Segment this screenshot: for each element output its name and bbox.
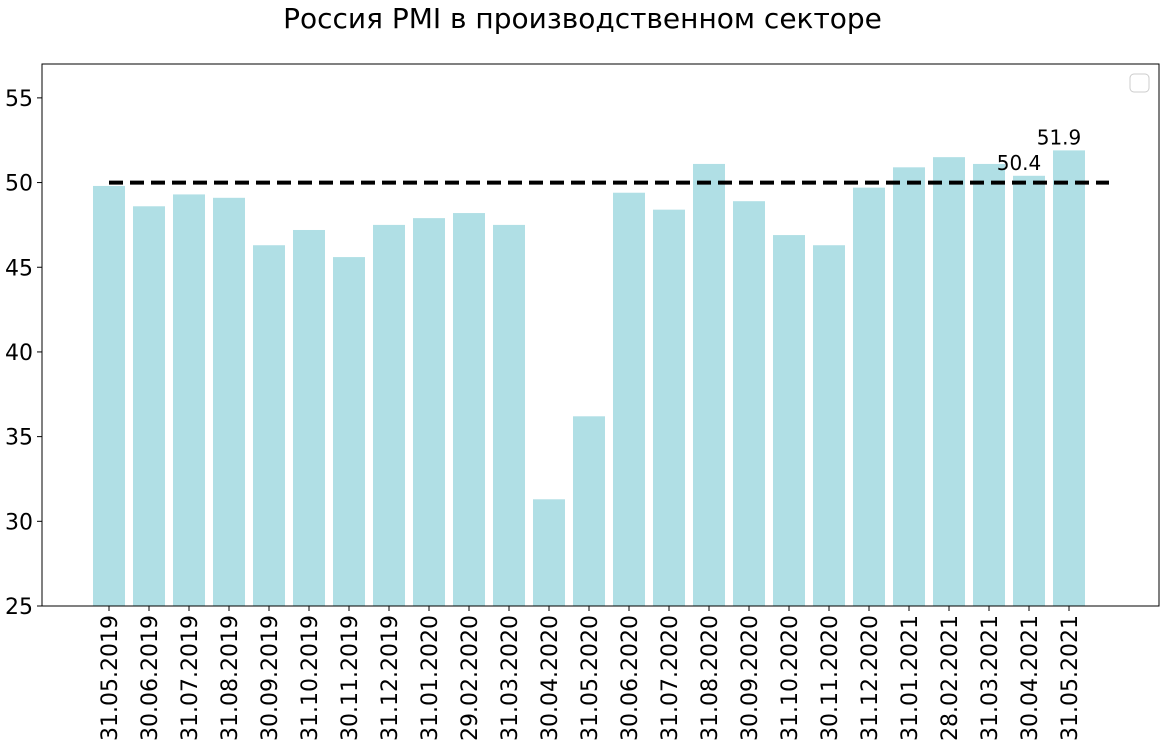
y-tick-label: 40	[5, 341, 33, 366]
x-tick-label: 31.03.2021	[978, 615, 1003, 741]
bar-31.01.2021	[893, 167, 925, 606]
bar-31.01.2020	[413, 218, 445, 606]
y-tick-label: 35	[5, 426, 33, 451]
bar-31.03.2020	[493, 224, 525, 606]
bar-31.08.2020	[693, 163, 725, 606]
x-tick-label: 30.06.2020	[618, 615, 643, 741]
x-tick-label: 31.05.2021	[1058, 615, 1083, 741]
y-axis: 25 30 35 40 45 50 55	[5, 87, 42, 620]
x-tick-label: 29.02.2020	[458, 615, 483, 741]
bar-31.12.2019	[373, 224, 405, 606]
data-label-31.05.2021: 51.9	[1037, 125, 1082, 149]
bar-31.05.2019	[93, 185, 125, 606]
x-tick-label: 31.12.2020	[858, 615, 883, 741]
chart-title: Россия PMI в производственном секторе	[283, 2, 882, 35]
bar-29.02.2020	[453, 213, 485, 607]
x-tick-label: 31.12.2019	[378, 615, 403, 741]
x-tick-label: 31.08.2020	[698, 615, 723, 741]
x-tick-label: 30.11.2020	[818, 615, 843, 741]
y-tick-label: 25	[5, 595, 33, 620]
x-tick-label: 30.09.2019	[258, 615, 283, 741]
bar-30.06.2019	[133, 206, 165, 606]
bars-layer	[93, 150, 1085, 607]
bar-31.10.2019	[293, 229, 325, 607]
y-tick-label: 50	[5, 172, 33, 197]
x-tick-label: 31.05.2020	[578, 615, 603, 741]
bar-30.09.2020	[733, 201, 765, 606]
bar-30.04.2020	[533, 499, 565, 606]
bar-30.06.2020	[613, 192, 645, 606]
x-tick-label: 31.01.2020	[418, 615, 443, 741]
x-tick-label: 31.10.2020	[778, 615, 803, 741]
bar-31.05.2021	[1053, 150, 1085, 606]
bar-30.04.2021	[1013, 175, 1045, 606]
data-label-30.04.2021: 50.4	[997, 151, 1042, 175]
plot-frame	[41, 63, 1160, 607]
bar-31.07.2019	[173, 194, 205, 606]
x-tick-label: 31.10.2019	[298, 615, 323, 741]
bar-30.11.2019	[333, 257, 365, 606]
x-tick-label: 30.06.2019	[138, 615, 163, 741]
x-tick-label: 30.09.2020	[738, 615, 763, 741]
x-tick-label: 31.08.2019	[218, 615, 243, 741]
x-tick-label: 31.07.2019	[178, 615, 203, 741]
bar-28.02.2021	[933, 157, 965, 606]
y-tick-label: 30	[5, 510, 33, 535]
bar-31.05.2020	[573, 416, 605, 606]
legend-box	[1129, 73, 1150, 93]
data-labels-layer: 50.451.9	[997, 125, 1082, 174]
bar-31.12.2020	[853, 187, 885, 607]
bar-31.08.2019	[213, 197, 245, 606]
x-tick-label: 31.05.2019	[98, 615, 123, 741]
x-tick-label: 31.01.2021	[898, 615, 923, 741]
x-tick-label: 30.11.2019	[338, 615, 363, 741]
x-axis: 31.05.2019 30.06.2019 31.07.2019 31.08.2019…	[98, 606, 1083, 741]
y-tick-label: 55	[5, 87, 33, 112]
x-tick-label: 28.02.2021	[938, 615, 963, 741]
bar-30.09.2019	[253, 245, 285, 606]
x-tick-label: 31.07.2020	[658, 615, 683, 741]
bar-30.11.2020	[813, 245, 845, 606]
x-tick-label: 30.04.2020	[538, 615, 563, 741]
x-tick-label: 30.04.2021	[1018, 615, 1043, 741]
y-tick-label: 45	[5, 256, 33, 281]
x-tick-label: 31.03.2020	[498, 615, 523, 741]
bar-31.03.2021	[973, 163, 1005, 606]
bar-31.07.2020	[653, 209, 685, 606]
bar-31.10.2020	[773, 235, 805, 606]
